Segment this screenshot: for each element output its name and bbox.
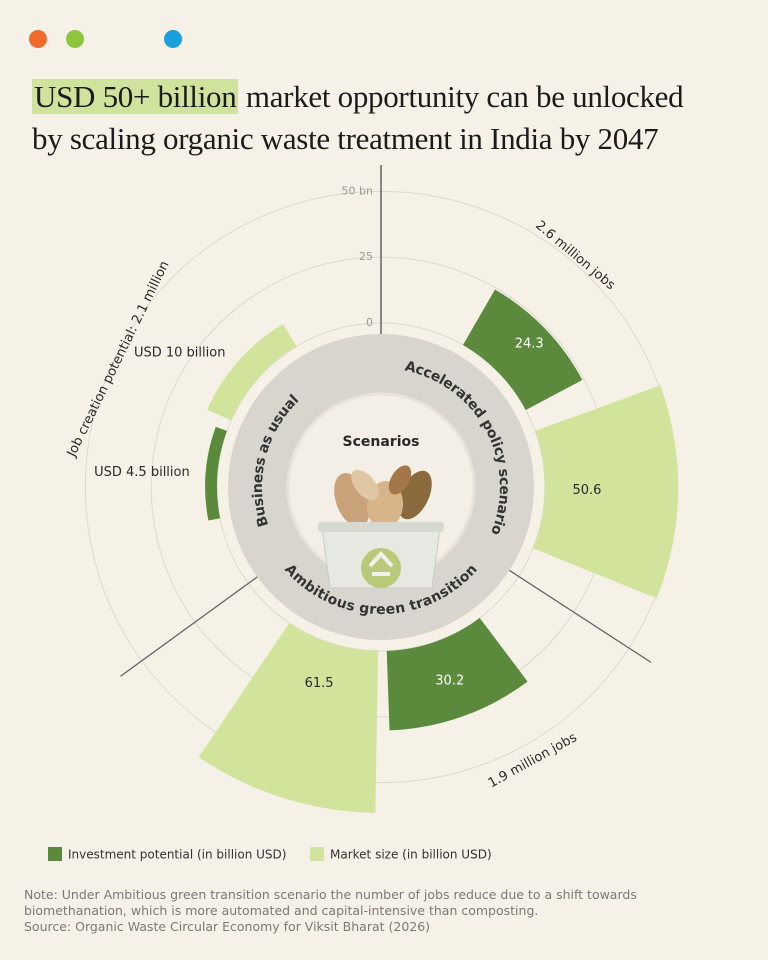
bar [386,617,528,731]
job-label: 2.6 million jobs [532,218,618,293]
decor-dot [29,30,47,48]
y-tick-label: 50 bn [342,184,373,197]
value-label: USD 10 billion [134,345,225,360]
legend-swatch [48,847,62,861]
bar [205,426,227,521]
legend-label: Market size (in billion USD) [330,848,492,862]
title: USD 50+ billion market opportunity can b… [32,76,752,160]
title-highlight: USD 50+ billion [32,79,239,114]
title-text: by scaling organic waste treatment in In… [32,121,659,156]
bar [533,385,679,599]
sector-divider [120,576,258,677]
y-tick-label: 0 [366,316,373,329]
bin-rim [318,522,444,532]
value-label: 30.2 [435,674,464,689]
legend-label: Investment potential (in billion USD) [68,848,286,862]
bin-logo-mark [368,551,394,576]
decor-dot [164,30,182,48]
bar [198,622,379,813]
scenario-ring [228,334,534,640]
sector-divider [508,569,652,663]
bin-logo [361,548,401,588]
bar [207,323,297,421]
bar [463,289,583,411]
note: Note: Under Ambitious green transition s… [24,887,637,918]
value-label: 61.5 [305,676,334,691]
job-label: 1.9 million jobs [486,730,580,791]
source: Source: Organic Waste Circular Economy f… [24,919,431,934]
bin-waste [388,465,412,495]
chart: 0 25 50 bn 24.3 30.2 USD 4.5 billion 50.6 61.5 U… [48,165,679,862]
title-text: market opportunity can be unlocked [245,79,684,114]
value-label: 50.6 [572,483,601,498]
value-label: 24.3 [515,336,544,351]
value-label: USD 4.5 billion [94,465,190,480]
legend-swatch [310,847,324,861]
bin-waste [351,469,379,501]
center-label: Scenarios [343,434,420,450]
y-tick-label: 25 [359,250,373,263]
decor-dot [66,30,84,48]
